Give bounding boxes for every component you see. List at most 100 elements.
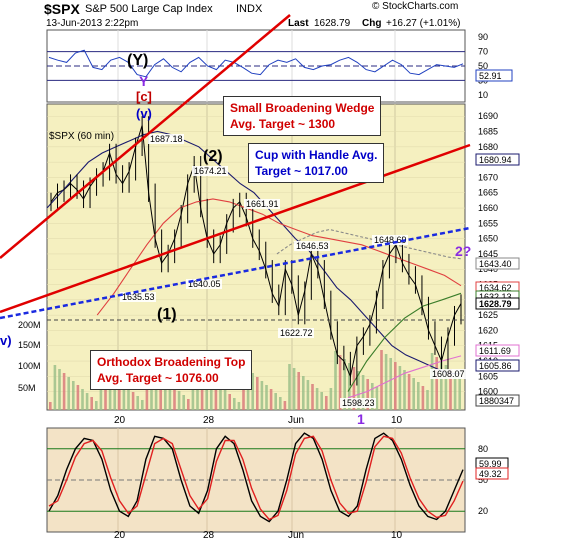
volume-bar <box>260 381 264 410</box>
volume-bar <box>320 392 323 410</box>
volume-bar <box>233 398 236 410</box>
volume-bar <box>164 379 167 410</box>
wedge-lower-trendline <box>0 143 471 314</box>
volume-bar <box>449 369 452 410</box>
price-right-tag <box>475 153 520 166</box>
price-right-tag <box>475 297 520 310</box>
stoch-ytick-label: 80 <box>478 444 488 454</box>
volume-tick-label: 50M <box>18 383 36 393</box>
moving-average-ma_green <box>347 292 462 392</box>
volume-bar <box>219 386 222 410</box>
volume-tick-label: 100M <box>18 361 41 371</box>
price-xtick-label: 20 <box>114 415 126 426</box>
price-ytick-label: 1605 <box>478 371 498 381</box>
volume-bar <box>315 388 319 410</box>
price-ytick-label: 1620 <box>478 325 498 335</box>
price-point-label: 1622.72 <box>280 328 313 338</box>
price-ytick-label: 1655 <box>478 218 498 228</box>
volume-bar <box>338 355 342 410</box>
price-label-bg <box>294 241 330 251</box>
price-point-label: 1640.05 <box>188 279 221 289</box>
volume-bar <box>237 402 241 410</box>
price-point-label: 1608.07 <box>432 369 465 379</box>
volume-bar <box>127 388 130 410</box>
volume-bar <box>256 377 259 410</box>
stoch-xtick-label: 28 <box>203 530 215 540</box>
volume-bar <box>177 391 181 410</box>
price-ytick-label: 1600 <box>478 387 498 397</box>
wave-label-2q: 2? <box>455 243 472 259</box>
volume-bar <box>228 394 231 410</box>
volume-bar <box>394 362 397 410</box>
price-ytick-label: 1625 <box>478 310 498 320</box>
price-ytick-label: 1645 <box>478 249 498 259</box>
volume-bar <box>76 385 80 410</box>
volume-bar <box>352 367 356 410</box>
price-ytick-label: 1685 <box>478 127 498 137</box>
chart-chg-value: +16.27 (+1.01%) <box>386 18 461 29</box>
wave-label-Y: Y <box>139 73 149 89</box>
volume-tick-label: 150M <box>18 340 41 350</box>
wave-label-Y-paren: (Y) <box>127 52 149 69</box>
price-right-label: 1880347 <box>479 396 514 406</box>
volume-bar <box>141 400 144 410</box>
volume-bar <box>85 393 89 410</box>
stoch-ytick-label: 50 <box>478 475 488 485</box>
price-panel-label: $SPX (60 min) <box>49 131 115 142</box>
volume-bar <box>182 395 185 410</box>
chart-header-exchange: INDX <box>236 3 263 15</box>
stoch-xtick-label: 20 <box>114 530 126 540</box>
stoch-value-tag <box>475 467 509 480</box>
volume-bar <box>435 357 438 410</box>
chart-last-value: 1628.79 <box>314 18 351 29</box>
rsi-ytick-label: 90 <box>478 32 488 42</box>
broadening-top-line2: Avg. Target ~ 1076.00 <box>97 371 219 385</box>
volume-bar <box>58 369 61 410</box>
price-point-label: 1674.21 <box>194 166 227 176</box>
stoch-value-label: 49.32 <box>479 469 502 479</box>
rsi-value-tag <box>475 69 513 82</box>
volume-bar <box>421 386 425 410</box>
volume-bar <box>187 399 190 410</box>
wave-label-v: (v) <box>136 106 152 121</box>
price-close-line <box>50 125 462 378</box>
price-label-bg <box>372 235 408 245</box>
stoch-line-fast <box>48 432 464 523</box>
volume-bar <box>325 396 328 410</box>
chart-header-date: 13-Jun-2013 2:22pm <box>46 18 139 29</box>
volume-bar <box>371 383 374 410</box>
volume-bar <box>412 378 415 410</box>
volume-bar <box>223 390 227 410</box>
volume-bar <box>108 372 112 410</box>
price-right-label: 1680.94 <box>479 155 512 165</box>
stoch-value-label: 59.99 <box>479 459 502 469</box>
chart-last-label: Last <box>288 18 309 29</box>
volume-bar <box>113 376 116 410</box>
price-xtick-label: 28 <box>203 415 215 426</box>
volume-bar <box>53 365 57 410</box>
price-point-label: 1635.53 <box>122 292 155 302</box>
volume-bar <box>265 385 268 410</box>
price-label-bg <box>340 398 376 408</box>
price-label-bg <box>192 166 228 176</box>
volume-bar <box>407 374 411 410</box>
moving-average-ma_gray <box>276 228 462 260</box>
price-label-bg <box>430 369 466 379</box>
broadening-top-annotation: Orthodox Broadening Top Avg. Target ~ 10… <box>90 350 253 390</box>
price-point-label: 1661.91 <box>246 199 279 209</box>
volume-bar <box>329 388 333 410</box>
rsi-ytick-label: 70 <box>478 47 488 57</box>
rsi-value-label: 52.91 <box>479 71 502 81</box>
volume-bar <box>458 377 461 410</box>
chart-header-name: S&P 500 Large Cap Index <box>85 3 213 15</box>
volume-bar <box>205 374 208 410</box>
volume-bar <box>49 402 52 410</box>
volume-bar <box>380 350 383 410</box>
wedge-annotation-line1: Small Broadening Wedge <box>230 101 375 115</box>
rsi-line <box>48 49 464 78</box>
volume-bar <box>306 380 310 410</box>
price-xtick-label: Jun <box>288 415 304 426</box>
volume-tick-label: 200M <box>18 320 41 330</box>
price-ytick-label: 1670 <box>478 172 498 182</box>
volume-bar <box>210 378 213 410</box>
